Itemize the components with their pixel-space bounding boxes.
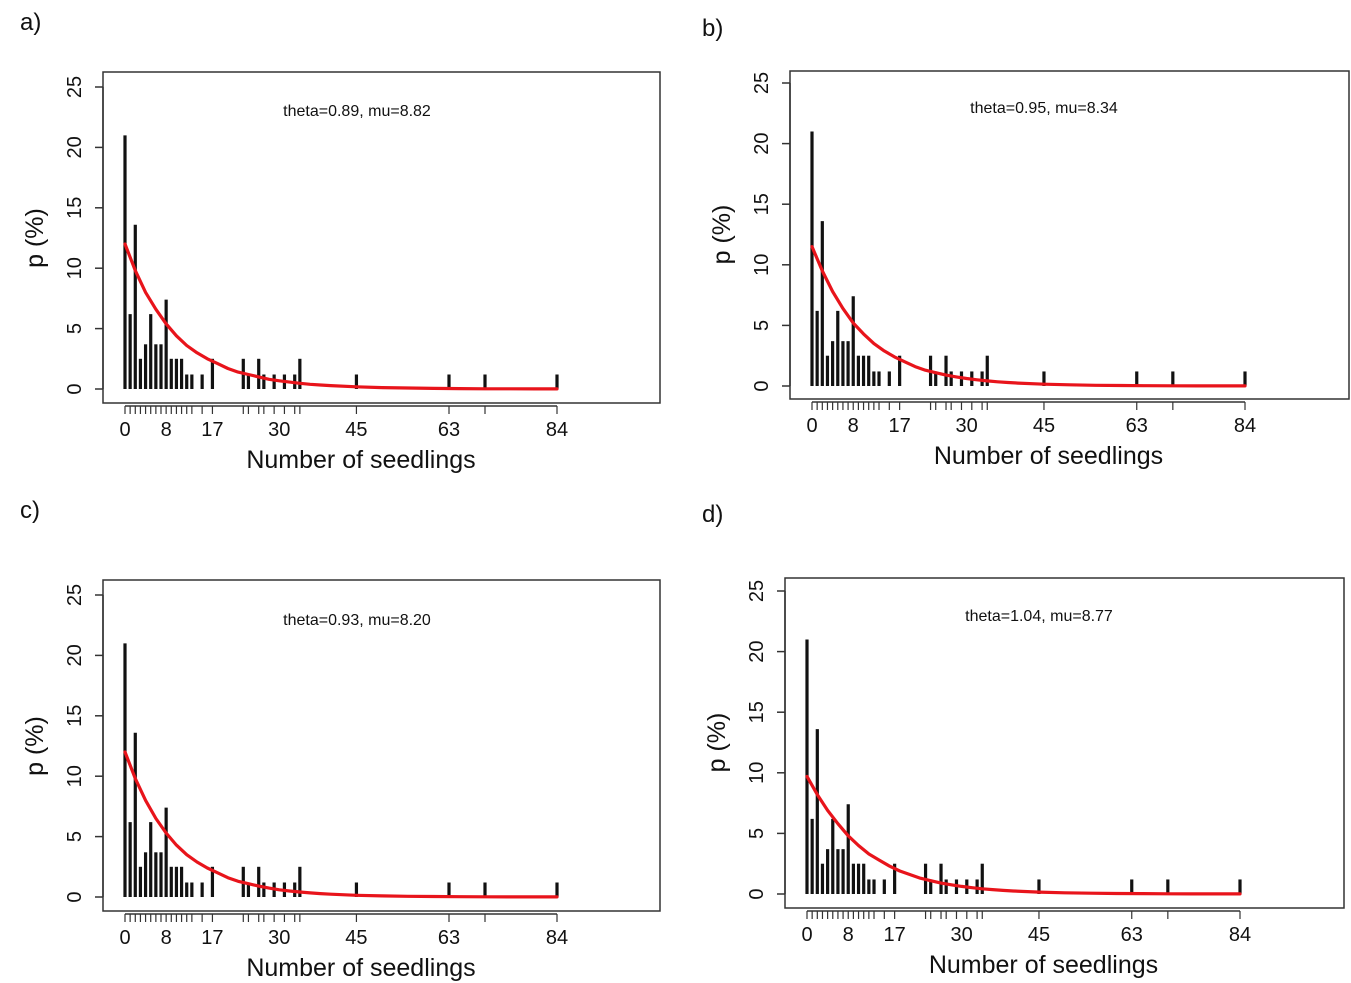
- y-tick-label: 15: [751, 193, 773, 215]
- chart-panel-b: b) theta=0.95, mu=8.34 0 5 10 15 20 25 p (%) 0 8 17…: [702, 15, 1349, 470]
- y-tick-label: 15: [64, 705, 86, 727]
- x-tick-label: 63: [1121, 924, 1143, 946]
- x-tick-label: 8: [848, 415, 859, 437]
- fitted-curve: [125, 244, 557, 389]
- x-tick-label: 84: [1229, 924, 1251, 946]
- chart-panel-d: d) theta=1.04, mu=8.77 0 5 10 15 20 25 p (%) 0 8 17…: [702, 501, 1344, 979]
- plot-frame: [103, 72, 660, 403]
- x-tick-label: 17: [201, 419, 223, 441]
- y-tick-label: 10: [746, 762, 768, 784]
- x-axis-title: Number of seedlings: [246, 954, 475, 982]
- y-tick-label: 0: [64, 383, 86, 394]
- y-tick-label: 10: [751, 254, 773, 276]
- x-tick-label: 63: [438, 419, 460, 441]
- plot-frame: [103, 580, 660, 911]
- y-tick-label: 5: [64, 831, 86, 842]
- x-tick-label: 30: [951, 924, 973, 946]
- panel-label: a): [20, 9, 41, 36]
- panel-label: b): [702, 15, 723, 42]
- fitted-curve: [807, 776, 1240, 894]
- y-tick-label: 10: [64, 257, 86, 279]
- x-tick-label: 45: [1033, 415, 1055, 437]
- chart-panel-a: a) theta=0.89, mu=8.82 0 5 10 15 20 25 p (%) 0 8 17…: [20, 9, 660, 474]
- plot-frame: [785, 578, 1344, 908]
- y-axis-title: p (%): [708, 205, 736, 265]
- y-tick-label: 20: [751, 132, 773, 154]
- y-axis-title: p (%): [21, 716, 49, 776]
- y-tick-label: 25: [64, 584, 86, 606]
- fitted-curve: [812, 247, 1245, 386]
- x-tick-label: 84: [546, 927, 568, 949]
- x-tick-label: 30: [268, 419, 290, 441]
- y-axis-title: p (%): [21, 208, 49, 268]
- x-tick-label: 84: [546, 419, 568, 441]
- x-tick-label: 30: [268, 927, 290, 949]
- x-tick-label: 45: [345, 419, 367, 441]
- chart-panel-c: c) theta=0.93, mu=8.20 0 5 10 15 20 25 p (%) 0 8 17…: [20, 497, 660, 982]
- y-tick-label: 10: [64, 765, 86, 787]
- fit-annotation: theta=0.95, mu=8.34: [970, 100, 1118, 117]
- x-tick-label: 30: [956, 415, 978, 437]
- y-tick-label: 25: [64, 76, 86, 98]
- x-tick-label: 17: [884, 924, 906, 946]
- x-tick-label: 0: [119, 927, 130, 949]
- fit-annotation: theta=1.04, mu=8.77: [965, 608, 1113, 625]
- y-tick-label: 15: [64, 197, 86, 219]
- x-tick-label: 45: [345, 927, 367, 949]
- x-tick-label: 8: [161, 419, 172, 441]
- fit-annotation: theta=0.89, mu=8.82: [283, 103, 431, 120]
- y-tick-label: 5: [64, 323, 86, 334]
- plot-frame: [790, 71, 1349, 399]
- x-tick-label: 0: [119, 419, 130, 441]
- x-tick-label: 84: [1234, 415, 1256, 437]
- panel-label: d): [702, 501, 723, 528]
- x-tick-label: 63: [1126, 415, 1148, 437]
- panel-label: c): [20, 497, 40, 524]
- x-tick-label: 17: [889, 415, 911, 437]
- y-tick-label: 5: [746, 828, 768, 839]
- x-axis-title: Number of seedlings: [246, 446, 475, 474]
- x-tick-label: 8: [161, 927, 172, 949]
- y-tick-label: 20: [64, 136, 86, 158]
- x-tick-label: 63: [438, 927, 460, 949]
- y-tick-label: 0: [751, 380, 773, 391]
- y-tick-label: 25: [751, 72, 773, 94]
- y-tick-label: 20: [64, 644, 86, 666]
- x-axis-title: Number of seedlings: [929, 951, 1158, 979]
- y-axis-title: p (%): [703, 713, 731, 773]
- y-tick-label: 25: [746, 580, 768, 602]
- x-tick-label: 0: [806, 415, 817, 437]
- x-tick-label: 0: [801, 924, 812, 946]
- y-tick-label: 0: [746, 888, 768, 899]
- x-tick-label: 8: [843, 924, 854, 946]
- x-tick-label: 17: [201, 927, 223, 949]
- x-axis-title: Number of seedlings: [934, 442, 1163, 470]
- y-tick-label: 0: [64, 891, 86, 902]
- fit-annotation: theta=0.93, mu=8.20: [283, 612, 431, 629]
- fitted-curve: [125, 752, 557, 897]
- y-tick-label: 15: [746, 701, 768, 723]
- x-tick-label: 45: [1028, 924, 1050, 946]
- y-tick-label: 20: [746, 640, 768, 662]
- y-tick-label: 5: [751, 320, 773, 331]
